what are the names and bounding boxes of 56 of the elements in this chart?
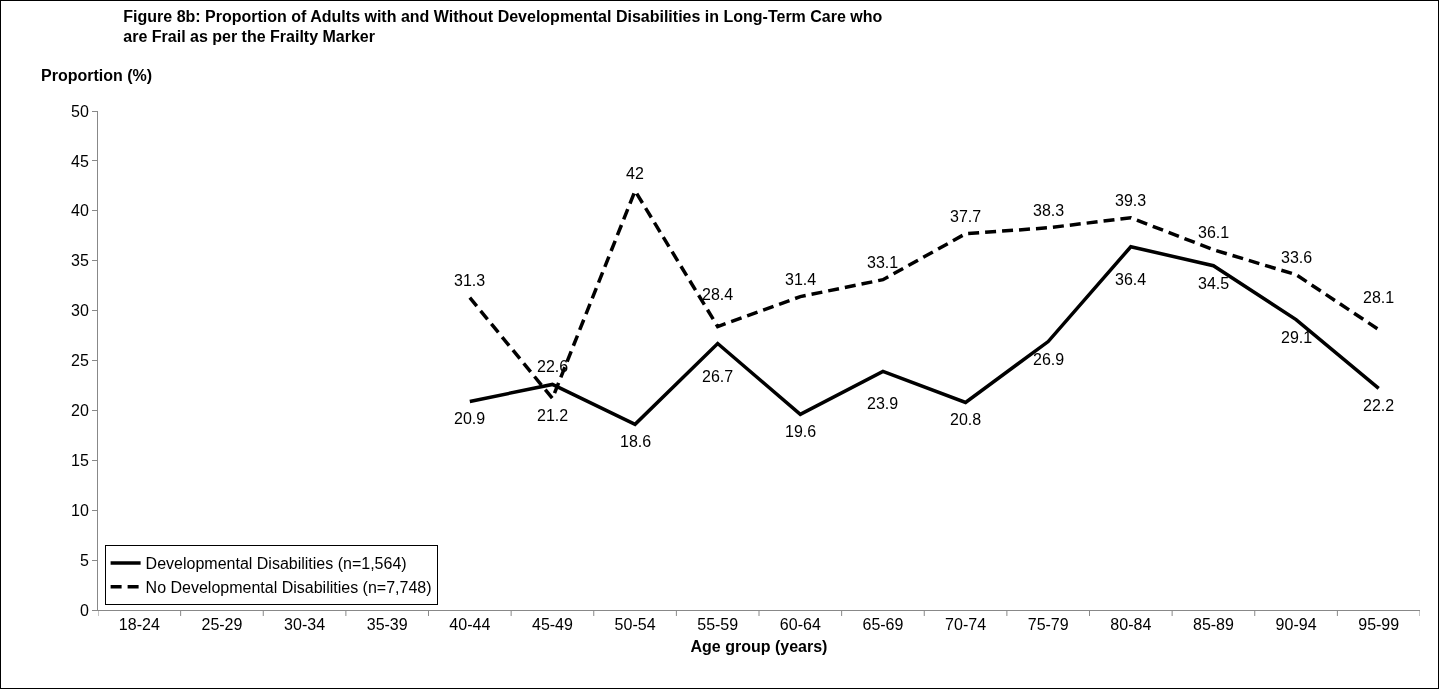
x-tick-label: 50-54 xyxy=(614,616,656,634)
data-label: 26.9 xyxy=(1033,351,1065,368)
data-label: 22.6 xyxy=(537,358,569,375)
data-label: 28.1 xyxy=(1363,289,1395,306)
x-tick-label: 18-24 xyxy=(118,616,160,634)
data-label: 20.8 xyxy=(950,411,982,428)
x-tick-label: 65-69 xyxy=(862,616,904,634)
data-label: 23.9 xyxy=(867,395,899,412)
data-label: 31.4 xyxy=(785,271,817,288)
y-tick-label: 35 xyxy=(71,252,89,270)
x-tick-label: 30-34 xyxy=(284,616,326,634)
y-tick-label: 5 xyxy=(79,551,89,569)
y-tick-label: 10 xyxy=(71,501,89,519)
y-tick-label: 25 xyxy=(71,352,89,370)
y-tick-label: 50 xyxy=(71,102,89,120)
data-label: 36.4 xyxy=(1115,271,1147,288)
chart-title: Figure 8b: Proportion of Adults with and Without Developmental Disabilities in Long-Term Care who are Frail as per the Frailty Marker xyxy=(123,7,883,46)
x-tick-label: 25-29 xyxy=(201,616,243,634)
y-tick-label: 20 xyxy=(71,402,89,419)
data-label: 37.7 xyxy=(950,208,982,225)
x-tick-label: 80-84 xyxy=(1110,616,1152,634)
y-tick-label: 45 xyxy=(71,152,89,170)
y-axis-title: Proportion (%) xyxy=(41,67,153,84)
data-label: 33.1 xyxy=(867,254,899,271)
x-tick-label: 70-74 xyxy=(945,616,987,634)
x-tick-label: 95-99 xyxy=(1358,616,1400,634)
data-label: 38.3 xyxy=(1033,202,1065,219)
data-label: 33.6 xyxy=(1281,249,1313,266)
data-label: 18.6 xyxy=(620,433,652,450)
data-label: 26.7 xyxy=(702,368,734,385)
data-label: 19.6 xyxy=(785,423,817,440)
x-tick-label: 60-64 xyxy=(779,616,821,634)
y-tick-label: 40 xyxy=(71,202,89,220)
y-tick-label: 15 xyxy=(71,451,89,469)
data-label: 39.3 xyxy=(1115,192,1147,209)
x-tick-label: 85-89 xyxy=(1192,616,1234,634)
x-tick-label: 35-39 xyxy=(366,616,408,634)
x-tick-label: 40-44 xyxy=(449,616,491,634)
x-tick-label: 55-59 xyxy=(697,616,739,634)
legend-label: No Developmental Disabilities (n=7,748) xyxy=(145,578,432,596)
data-label: 20.9 xyxy=(454,410,486,427)
x-axis-title: Age group (years) xyxy=(690,637,828,655)
x-tick-label: 45-49 xyxy=(531,616,573,634)
x-tick-label: 90-94 xyxy=(1275,616,1317,634)
data-label: 29.1 xyxy=(1281,329,1313,346)
data-label: 36.1 xyxy=(1198,224,1230,241)
data-label: 34.5 xyxy=(1198,275,1230,292)
data-label: 22.2 xyxy=(1363,397,1395,414)
legend-label: Developmental Disabilities (n=1,564) xyxy=(145,555,407,573)
y-tick-label: 0 xyxy=(79,601,89,619)
x-tick-label: 75-79 xyxy=(1027,616,1069,634)
y-tick-label: 30 xyxy=(71,302,89,320)
data-label: 21.2 xyxy=(537,407,569,424)
data-label: 42 xyxy=(626,165,644,182)
data-label: 31.3 xyxy=(454,272,486,289)
data-label: 28.4 xyxy=(702,286,734,303)
